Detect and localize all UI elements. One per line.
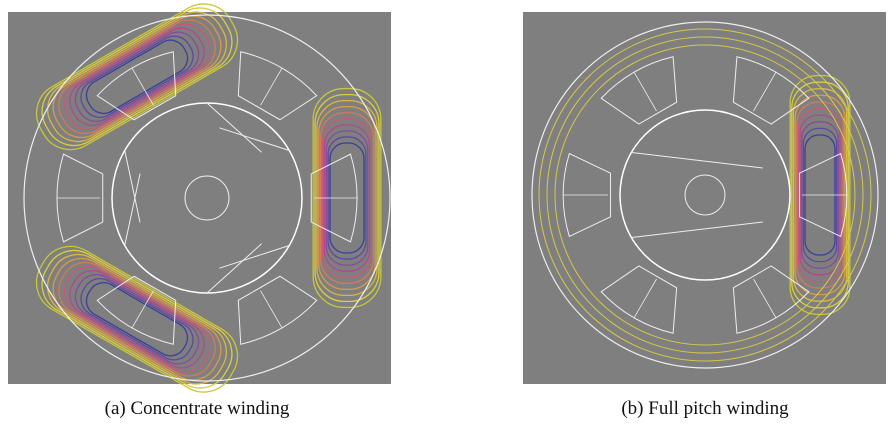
fea-plots	[0, 0, 895, 395]
figure-page: (a) Concentrate winding (b) Full pitch w…	[0, 0, 895, 434]
caption-a: (a) Concentrate winding	[17, 398, 377, 420]
panel-b-background	[523, 12, 886, 384]
caption-b: (b) Full pitch winding	[525, 398, 885, 420]
